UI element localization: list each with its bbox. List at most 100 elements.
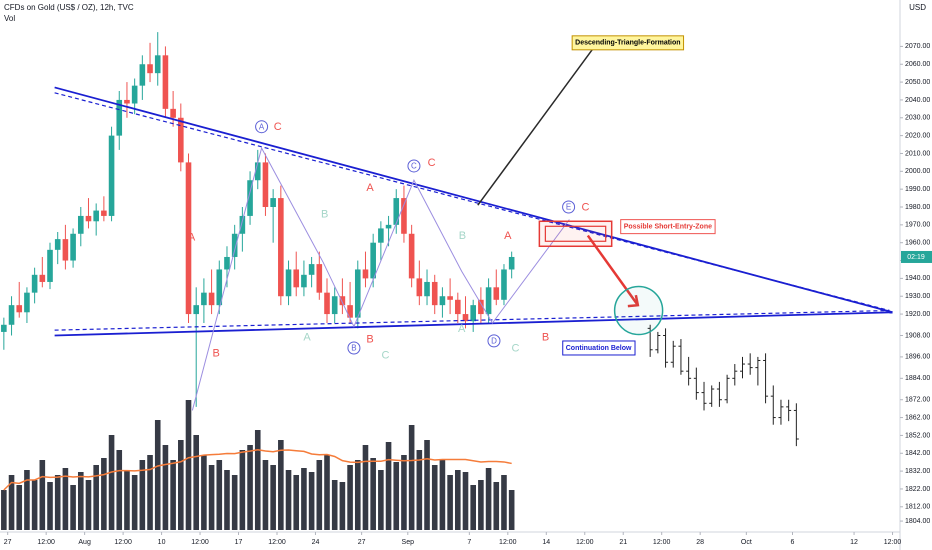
x-tick-label: 6 [791, 539, 795, 546]
candle-body [77, 215, 84, 234]
volume-bar [447, 475, 453, 530]
volume-bar [24, 470, 30, 530]
y-tick-label: 2020.00 [905, 132, 930, 139]
candle-body [8, 305, 15, 325]
volume-bar [278, 440, 284, 530]
x-tick-label: Oct [741, 539, 752, 546]
wave-label: B [321, 209, 328, 221]
volume-bar [324, 455, 330, 530]
wave-label: C [411, 162, 417, 171]
y-tick-label: 1908.00 [905, 332, 930, 339]
volume-bar [455, 470, 461, 530]
candle-body [231, 233, 238, 257]
x-tick-label: 12:00 [114, 539, 132, 546]
arrow [586, 234, 639, 306]
candle-body [270, 198, 276, 208]
y-tick-label: 1832.00 [905, 468, 930, 475]
x-tick-label: 27 [358, 539, 366, 546]
volume-bar [239, 450, 246, 530]
volume-bar [47, 482, 53, 530]
wave-label: B [366, 333, 373, 345]
candle-body [462, 314, 469, 322]
y-tick-label: 2060.00 [905, 61, 930, 68]
volume-bar [162, 445, 169, 530]
candle-body [508, 256, 515, 270]
note-pointer [477, 48, 594, 206]
volume-bar [408, 425, 415, 530]
volume-bar [293, 475, 300, 530]
y-tick-label: 1980.00 [905, 204, 930, 211]
volume-bar [170, 460, 176, 530]
wave-label: B [542, 332, 549, 344]
candle-body [347, 305, 353, 318]
price-badge [901, 250, 932, 263]
candle-body [70, 233, 76, 261]
volume-bar [301, 468, 307, 530]
candle-body [339, 296, 346, 306]
volume-label: Vol [4, 14, 15, 23]
volume-bar [378, 470, 384, 530]
x-tick-label: 21 [619, 539, 627, 546]
y-tick-label: 1920.00 [905, 311, 930, 318]
candle-body [455, 299, 461, 315]
y-tick-label: 1884.00 [905, 375, 930, 382]
y-tick-label: 1872.00 [905, 397, 930, 404]
wave-label: A [366, 182, 374, 194]
y-tick-label: 2040.00 [905, 97, 930, 104]
volume-bar [8, 475, 15, 530]
volume-ma [3, 448, 512, 491]
volume-bar [462, 472, 469, 530]
x-tick-label: 17 [235, 539, 243, 546]
volume-bar [116, 450, 123, 530]
candle-body [16, 305, 23, 313]
y-tick-label: 1930.00 [905, 293, 930, 300]
candle-body [293, 269, 300, 288]
candle-body [139, 64, 146, 86]
candle-body [424, 281, 430, 297]
entry-zone [538, 220, 613, 248]
wave-label: B [213, 348, 220, 360]
x-tick-label: 12:00 [191, 539, 209, 546]
price-badge-text: 02:19 [907, 254, 925, 261]
volume-bar [193, 435, 200, 530]
y-tick-label: 2070.00 [905, 43, 930, 50]
wave-label: A [259, 122, 265, 131]
trendline [54, 311, 893, 337]
candle-body [324, 292, 330, 315]
candle-body [239, 215, 246, 234]
candle-body [478, 299, 484, 315]
candle-body [116, 99, 123, 136]
y-tick-label: 1852.00 [905, 432, 930, 439]
volume-bar [331, 480, 338, 530]
volume-bar [16, 485, 23, 530]
candle-body [316, 264, 323, 293]
y-tick-label: 2000.00 [905, 168, 930, 175]
volume-bar [508, 490, 515, 530]
candle-body [385, 224, 392, 229]
x-tick-label: 12:00 [37, 539, 55, 546]
y-tick-label: 1862.00 [905, 414, 930, 421]
candle-body [193, 305, 200, 315]
candle-body [285, 269, 292, 297]
wave-label: D [491, 336, 497, 345]
volume-bar [231, 475, 238, 530]
x-tick-label: 12:00 [653, 539, 671, 546]
x-tick-label: Sep [402, 539, 415, 546]
candle-body [101, 210, 107, 216]
volume-bar [216, 460, 223, 530]
wave-label: C [512, 342, 520, 354]
note-box [620, 219, 716, 235]
volume-bar [254, 430, 261, 530]
candle-body [362, 269, 369, 279]
volume-bar [470, 485, 476, 530]
candle-body [493, 287, 500, 300]
x-tick-label: 12:00 [499, 539, 517, 546]
candle-body [262, 162, 269, 208]
volume-bar [316, 460, 323, 530]
candle-body [39, 274, 46, 282]
candle-body [439, 296, 446, 306]
y-tick-label: 1960.00 [905, 240, 930, 247]
candle-body [308, 264, 315, 275]
candle-body [170, 108, 176, 118]
